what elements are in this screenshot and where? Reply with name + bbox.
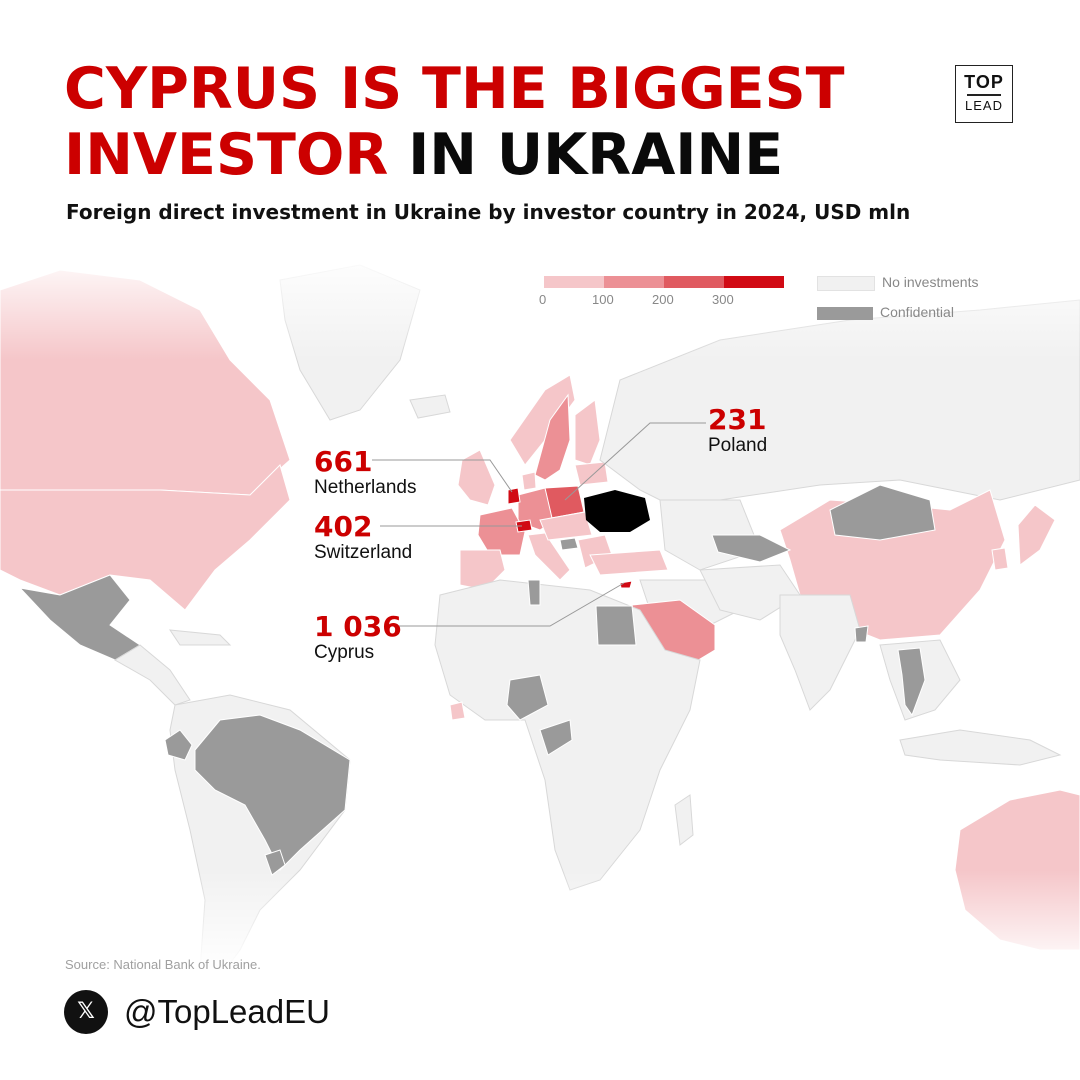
legend-no-investments-label: No investments [882,274,979,290]
map-turkey [589,549,669,576]
legend-tick: 0 [539,292,547,307]
map-top-fade [0,250,1080,360]
callout-poland-value: 231 [708,403,767,436]
map-baltics [574,461,609,486]
map-sweden [534,393,571,481]
callout-poland: 231 Poland [708,405,767,457]
page-title: CYPRUS IS THE BIGGEST INVESTOR IN UKRAIN… [64,56,845,188]
legend-tick: 200 [652,292,674,307]
map-gabon-congo [539,719,573,756]
legend-confidential-swatch [817,306,873,320]
map-cyprus [619,580,633,589]
map-italy [527,532,571,581]
world-map [0,250,1080,970]
map-mongolia [829,484,936,541]
leader-line-poland [564,422,706,501]
leader-line-cyprus [398,582,625,627]
callout-cyprus-name: Cyprus [314,642,375,663]
leader-line-netherlands [372,459,513,493]
logo-bottom-text: LEAD [965,97,1003,113]
map-netherlands [507,487,521,505]
map-uk-ireland [457,449,496,506]
map-usa [0,464,291,611]
map-norway [509,374,576,466]
legend-scale-segment [604,276,664,288]
logo-divider [967,94,1001,96]
callout-poland-name: Poland [708,435,768,456]
callout-netherlands-value: 661 [314,445,373,478]
map-iceland [409,394,451,419]
callout-cyprus: 1 036 Cyprus [314,612,402,664]
map-ukraine [584,490,650,532]
legend-scale-segment [724,276,784,288]
map-colombia [164,729,193,761]
map-france [477,507,526,556]
map-japan [1017,504,1056,566]
legend-color-scale [544,276,784,288]
title-line-2-red: INVESTOR [64,122,389,188]
map-denmark [521,471,537,491]
map-egypt [595,605,637,646]
title-line-2-black: IN UKRAINE [388,122,784,188]
legend-scale-segment [544,276,604,288]
callout-netherlands: 661 Netherlands [314,447,416,499]
social-handle[interactable]: @TopLeadEU [124,993,330,1030]
callout-switzerland: 402 Switzerland [314,512,412,564]
map-nigeria [506,674,549,721]
map-thailand [897,647,926,717]
subtitle: Foreign direct investment in Ukraine by … [66,200,911,224]
legend-no-investments-swatch [817,275,875,291]
map-libya-tunisia [527,579,541,606]
legend-tick: 300 [712,292,734,307]
map-caribbean [168,629,232,646]
map-spain-portugal [459,549,506,591]
legend-no-investments: No investments [817,274,978,291]
map-madagascar [674,794,694,846]
toplead-logo: TOP LEAD [955,65,1013,123]
map-kazakhstan-confidential [711,534,792,563]
map-bangladesh [854,625,869,643]
logo-top-text: TOP [964,72,1004,92]
callout-cyprus-value: 1 036 [314,610,402,643]
source-note: Source: National Bank of Ukraine. [65,957,261,972]
map-switzerland [515,519,533,533]
map-korea [991,547,1009,571]
callout-switzerland-value: 402 [314,510,373,543]
map-indonesia [899,729,1062,766]
map-india [779,594,861,711]
map-balkans-confidential [559,537,579,551]
map-brazil [194,714,351,871]
map-bottom-fade [0,870,1080,970]
map-finland [574,399,601,466]
title-line-1: CYPRUS IS THE BIGGEST [64,56,845,122]
map-central-europe [539,511,593,541]
map-mexico [18,574,141,661]
callout-netherlands-name: Netherlands [314,477,417,498]
legend-scale-segment [664,276,724,288]
legend-confidential: Confidential [817,304,954,320]
x-logo-icon[interactable]: 𝕏 [64,990,108,1034]
map-central-america [114,644,191,706]
map-uruguay [264,849,286,876]
legend-confidential-label: Confidential [880,304,954,320]
callout-switzerland-name: Switzerland [314,542,413,563]
map-ghana [449,701,466,721]
legend-tick: 100 [592,292,614,307]
